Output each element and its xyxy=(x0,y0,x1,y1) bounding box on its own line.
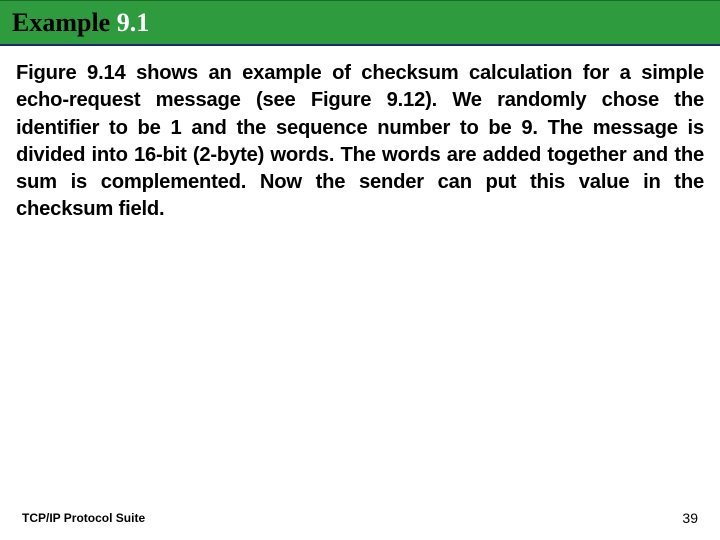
slide-footer: TCP/IP Protocol Suite 39 xyxy=(0,506,720,540)
footer-text: TCP/IP Protocol Suite xyxy=(22,511,145,525)
body-paragraph: Figure 9.14 shows an example of checksum… xyxy=(16,60,704,224)
slide-title: Example 9.1 xyxy=(12,8,149,38)
slide-body: Figure 9.14 shows an example of checksum… xyxy=(0,46,720,540)
title-bar: Example 9.1 xyxy=(0,0,720,46)
slide: Example 9.1 Figure 9.14 shows an example… xyxy=(0,0,720,540)
page-number: 39 xyxy=(682,510,698,526)
title-prefix: Example xyxy=(12,8,110,37)
title-number: 9.1 xyxy=(110,8,149,37)
